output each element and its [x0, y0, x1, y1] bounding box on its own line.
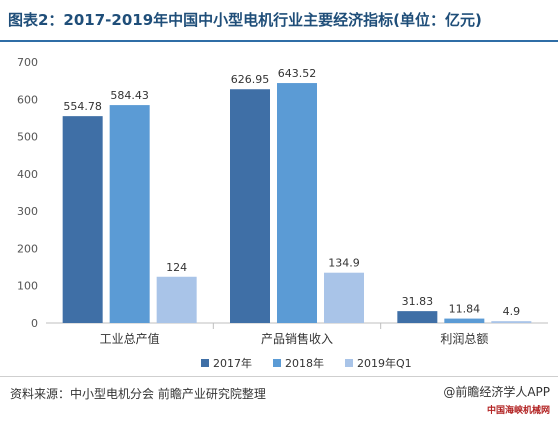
bar-chart: 0 100 200 300 400 500 600 700 554.78 584.43 124 工业总… [17, 56, 548, 370]
data-label: 584.43 [110, 89, 149, 102]
y-tick-label: 200 [17, 242, 38, 255]
y-tick-label: 100 [17, 280, 38, 293]
legend-swatch [273, 359, 281, 367]
footer-divider [0, 376, 558, 377]
site-stamp: 中国海峡机械网 [486, 406, 550, 416]
brand-credit: @前瞻经济学人APP [443, 385, 550, 399]
bar [156, 276, 197, 323]
source-note: 资料来源：中小型电机分会 前瞻产业研究院整理 [10, 387, 266, 401]
legend-label: 2018年 [285, 356, 324, 370]
x-category-label: 工业总产值 [100, 331, 160, 346]
bar [444, 318, 485, 323]
legend-label: 2017年 [213, 356, 252, 370]
bar [397, 311, 438, 323]
data-label: 134.9 [328, 257, 360, 270]
legend-label: 2019年Q1 [357, 356, 412, 370]
x-category-label: 产品销售收入 [261, 331, 333, 346]
legend-swatch [201, 359, 209, 367]
bar [277, 83, 317, 323]
title-bar: 图表2：2017-2019年中国中小型电机行业主要经济指标(单位：亿元) [0, 0, 558, 42]
y-tick-label: 500 [17, 131, 38, 144]
legend-swatch [345, 359, 353, 367]
y-tick-label: 700 [17, 56, 38, 69]
data-label: 643.52 [278, 67, 317, 80]
bar [109, 105, 150, 323]
data-label: 554.78 [63, 100, 102, 113]
y-tick-label: 0 [31, 317, 38, 330]
bar [62, 116, 103, 323]
bar [324, 272, 364, 323]
bar [230, 89, 270, 323]
data-label: 626.95 [231, 73, 270, 86]
data-label: 11.84 [449, 303, 481, 316]
y-tick-label: 600 [17, 93, 38, 106]
x-category-label: 利润总额 [440, 332, 488, 346]
chart-area: 0 100 200 300 400 500 600 700 554.78 584.43 124 工业总… [0, 42, 558, 387]
data-label: 4.9 [503, 305, 521, 318]
bar [491, 321, 532, 323]
chart-title: 图表2：2017-2019年中国中小型电机行业主要经济指标(单位：亿元) [8, 11, 482, 29]
data-label: 31.83 [402, 295, 434, 308]
data-label: 124 [166, 261, 187, 274]
y-tick-label: 400 [17, 168, 38, 181]
y-tick-label: 300 [17, 205, 38, 218]
